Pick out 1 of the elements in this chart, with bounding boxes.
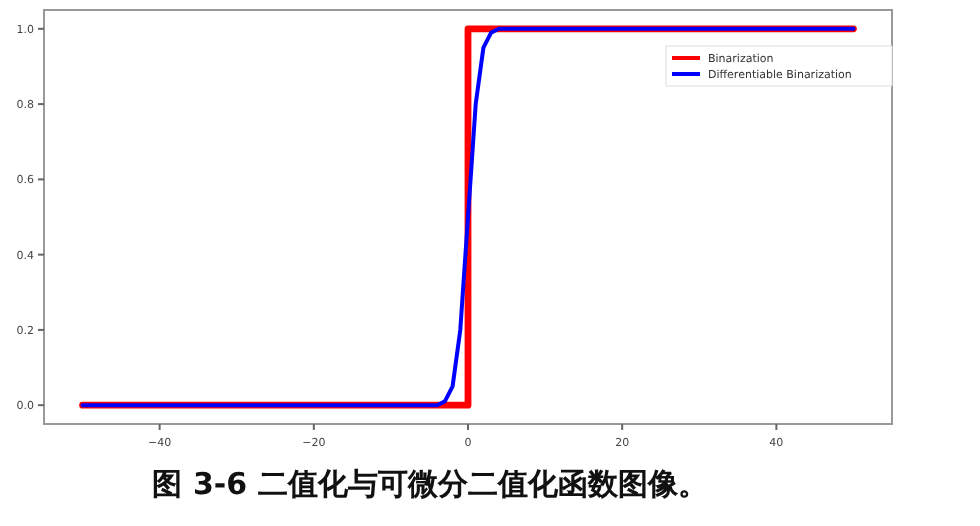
caption: 图 3-6 二值化与可微分二值化函数图像。 [152, 466, 708, 502]
